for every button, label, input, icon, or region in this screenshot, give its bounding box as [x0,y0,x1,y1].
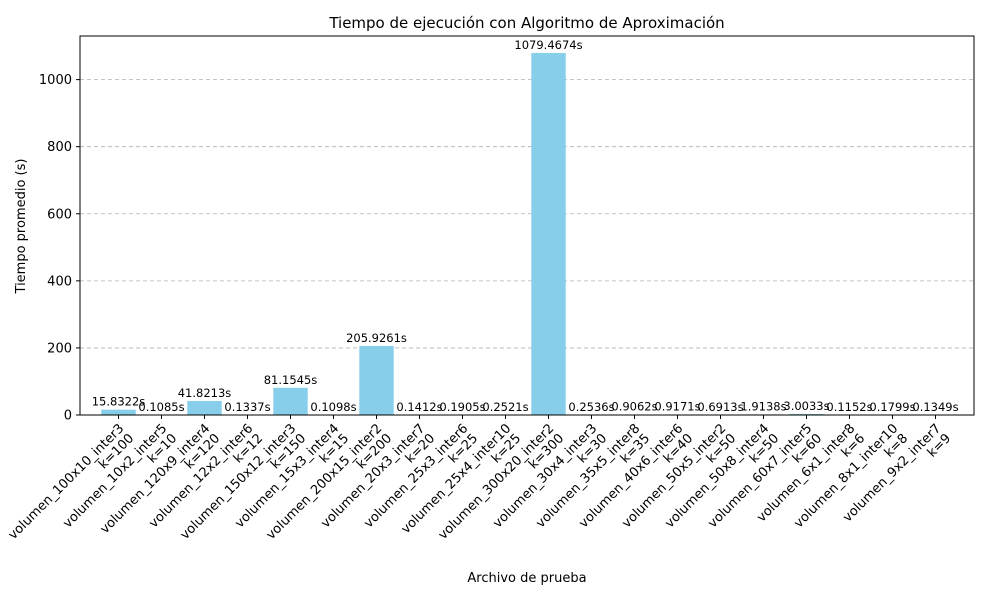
y-tick-label: 800 [47,140,72,155]
bar-value-label: 0.2521s [482,400,528,414]
bar [273,387,308,415]
bar [531,52,566,415]
bar-value-label: 15.8322s [92,395,146,409]
bar-value-label: 0.1152s [826,400,872,414]
bar-value-label: 41.8213s [178,386,232,400]
grid-lines [80,79,974,416]
y-tick-label: 600 [47,207,72,222]
bar-value-label: 0.2536s [568,400,614,414]
y-tick-label: 0 [64,409,72,424]
y-tick-label: 400 [47,274,72,289]
bar [359,345,394,415]
bar-value-label: 0.1337s [224,400,270,414]
y-tick-label: 200 [47,341,72,356]
plot-frame [79,35,975,416]
bar [789,413,824,415]
bar-value-label: 3.0033s [783,399,829,413]
bar-value-label: 0.1799s [869,400,915,414]
bar [101,409,136,415]
bar [187,400,222,415]
bar-value-label: 1079.4674s [514,38,582,52]
y-tick-label: 1000 [39,73,72,88]
y-axis: 0 200 400 600 800 1000 [39,73,80,424]
bar-value-label: 0.6913s [697,400,743,414]
x-tick-label: volumen_100x10_inter3k=100 [6,421,138,553]
bar-value-label: 81.1545s [264,373,318,387]
bars [101,52,953,415]
bar-value-label: 0.1412s [396,400,442,414]
bar-value-label: 0.1098s [310,400,356,414]
bar-value-label: 0.9171s [654,400,700,414]
y-axis-label: Tiempo promedio (s) [14,159,29,295]
chart-title: Tiempo de ejecución con Algoritmo de Apr… [328,14,724,32]
bar-value-label: 0.1085s [138,400,184,414]
bar-value-label: 0.1349s [912,400,958,414]
bar-value-label: 0.9062s [611,400,657,414]
bar-value-label: 1.9138s [740,399,786,413]
x-axis: volumen_100x10_inter3k=100volumen_10x2_i… [6,415,954,553]
bar-value-label: 0.1905s [439,400,485,414]
bar-value-label: 205.9261s [346,331,407,345]
x-axis-label: Archivo de prueba [467,571,586,586]
